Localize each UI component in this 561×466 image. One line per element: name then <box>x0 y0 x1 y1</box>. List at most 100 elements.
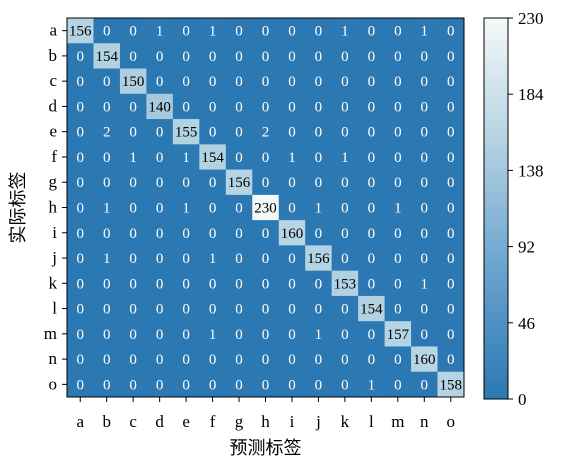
heatmap-cell <box>384 119 412 145</box>
heatmap-cell <box>119 93 147 120</box>
cell-value-label: 0 <box>209 226 217 242</box>
heatmap-cell <box>67 270 94 297</box>
heatmap-cell <box>331 245 359 272</box>
cell-value-label: 0 <box>182 251 190 267</box>
cell-value-label: 0 <box>129 24 137 40</box>
heatmap-cell <box>278 144 306 171</box>
cell-value-label: 0 <box>421 251 429 267</box>
cell-value-label: 0 <box>447 150 455 166</box>
cell-value-label: 0 <box>447 327 455 343</box>
cell-value-label: 0 <box>341 99 349 115</box>
cell-value-label: 0 <box>394 276 402 292</box>
cell-value-label: 0 <box>315 352 323 368</box>
cell-value-label: 0 <box>262 302 270 318</box>
cell-value-label: 0 <box>368 49 376 65</box>
cell-value-label: 0 <box>262 150 270 166</box>
heatmap-cell <box>331 93 359 120</box>
heatmap-cell <box>199 371 227 398</box>
cell-value-label: 0 <box>129 352 137 368</box>
cell-value-label: 0 <box>103 302 111 318</box>
cell-value-label: 0 <box>76 377 84 393</box>
cell-value-label: 0 <box>288 99 296 115</box>
heatmap-cell <box>119 346 147 373</box>
heatmap-cell <box>384 169 412 196</box>
heatmap-cell <box>331 43 359 70</box>
heatmap-cell <box>225 371 253 398</box>
heatmap-cell <box>358 220 386 246</box>
heatmap-cell <box>146 245 174 272</box>
heatmap-cell <box>384 144 412 171</box>
cell-value-label: 0 <box>103 352 111 368</box>
cell-value-label: 0 <box>315 74 323 90</box>
cell-value-label: 0 <box>341 352 349 368</box>
heatmap-cell <box>199 194 227 221</box>
cell-value-label: 0 <box>76 74 84 90</box>
cell-value-label: 1 <box>315 201 323 217</box>
heatmap-cell <box>252 346 280 373</box>
cell-value-label: 0 <box>103 74 111 90</box>
heatmap-cell <box>252 18 280 44</box>
cell-value-label: 0 <box>341 201 349 217</box>
cell-value-label: 0 <box>209 377 217 393</box>
y-tick-label: i <box>52 223 57 242</box>
cell-value-label: 0 <box>129 327 137 343</box>
cell-value-label: 0 <box>315 24 323 40</box>
heatmap-cell <box>278 220 306 246</box>
heatmap-cell <box>358 43 386 70</box>
heatmap-cell <box>331 119 359 145</box>
cell-value-label: 0 <box>262 74 270 90</box>
heatmap-cell <box>199 346 227 373</box>
heatmap-cell <box>278 18 306 44</box>
cell-value-label: 0 <box>394 125 402 141</box>
heatmap-cell <box>305 93 333 120</box>
colorbar-gradient <box>483 17 509 400</box>
x-tick-label: m <box>391 412 404 431</box>
cell-value-label: 0 <box>394 377 402 393</box>
heatmap-cell <box>93 119 121 145</box>
heatmap-cell <box>146 68 174 95</box>
heatmap-cell <box>225 245 253 272</box>
cell-value-label: 0 <box>421 49 429 65</box>
colorbar-tick-label: 138 <box>518 161 544 180</box>
cell-value-label: 0 <box>315 377 323 393</box>
heatmap-cell <box>278 295 306 322</box>
cell-value-label: 0 <box>288 302 296 318</box>
cell-value-label: 0 <box>447 276 455 292</box>
cell-value-label: 0 <box>76 352 84 368</box>
cell-value-label: 156 <box>307 251 330 267</box>
cell-value-label: 0 <box>156 276 164 292</box>
cell-value-label: 0 <box>288 377 296 393</box>
cell-value-label: 0 <box>209 276 217 292</box>
cell-value-label: 0 <box>447 352 455 368</box>
heatmap-cell <box>93 68 121 95</box>
heatmap-cell <box>67 220 94 246</box>
heatmap-cell <box>252 371 280 398</box>
heatmap-cell <box>384 68 412 95</box>
heatmap-cell <box>119 144 147 171</box>
colorbar: 0 46 92 138 184 230 <box>483 9 544 409</box>
heatmap-cell <box>278 119 306 145</box>
heatmap-cell <box>437 245 465 272</box>
cell-value-label: 0 <box>421 150 429 166</box>
heatmap-cell <box>437 220 465 246</box>
heatmap-cell <box>119 270 147 297</box>
cell-value-label: 0 <box>447 201 455 217</box>
x-tick-label: j <box>315 412 321 431</box>
cell-value-label: 0 <box>129 175 137 191</box>
cell-value-label: 0 <box>209 99 217 115</box>
heatmap-cell <box>305 346 333 373</box>
heatmap-cell <box>437 346 465 373</box>
cell-value-label: 0 <box>447 99 455 115</box>
x-axis-label: 预测标签 <box>230 438 302 458</box>
cell-value-label: 0 <box>394 150 402 166</box>
heatmap-cell <box>199 68 227 95</box>
x-tick-label: l <box>369 412 374 431</box>
heatmap-cell <box>411 18 439 44</box>
cell-value-label: 0 <box>262 276 270 292</box>
cell-value-label: 0 <box>341 302 349 318</box>
cell-value-label: 0 <box>156 327 164 343</box>
heatmap-cell <box>437 119 465 145</box>
heatmap-cell <box>411 270 439 297</box>
cell-value-label: 0 <box>76 226 84 242</box>
cell-value-label: 0 <box>341 125 349 141</box>
